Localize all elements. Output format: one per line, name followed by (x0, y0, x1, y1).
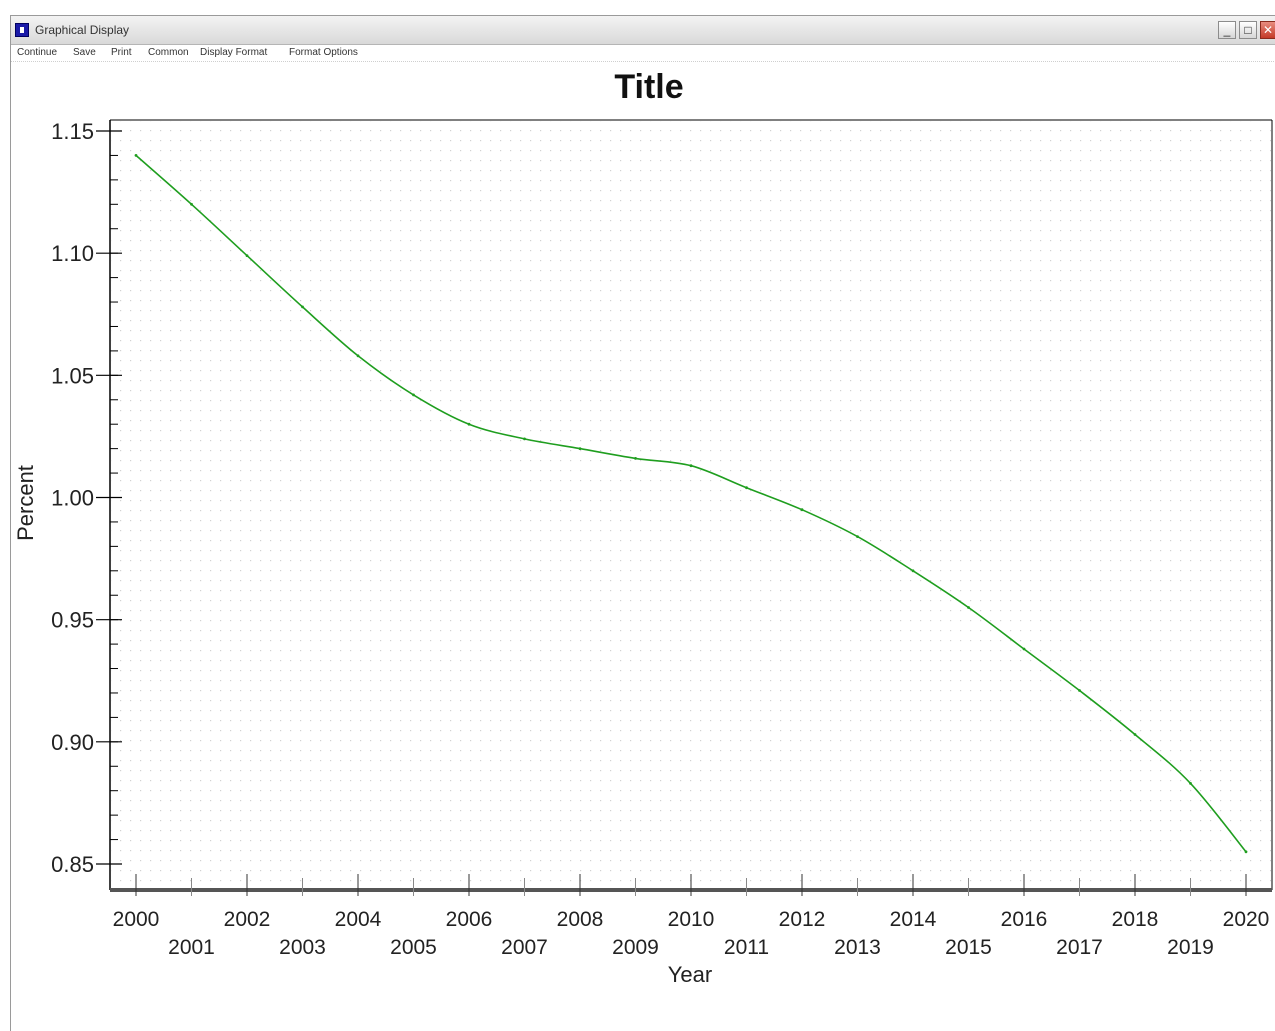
data-point (967, 606, 970, 609)
y-tick-label: 0.85 (51, 852, 94, 877)
data-point (301, 305, 304, 309)
x-tick-label-lower: 2005 (390, 936, 437, 959)
x-tick-label-upper: 2018 (1112, 908, 1159, 931)
menu-bar: Continue Save Print Common Display Forma… (11, 45, 1275, 62)
menu-common[interactable]: Common (148, 47, 189, 58)
x-tick-label-upper: 2008 (557, 908, 604, 931)
maximize-button[interactable]: □ (1239, 21, 1257, 39)
x-tick-label-lower: 2001 (168, 936, 215, 959)
data-point (190, 202, 193, 206)
x-tick-label-upper: 2020 (1223, 908, 1270, 931)
x-tick-label-lower: 2015 (945, 936, 992, 959)
x-tick-label-upper: 2002 (224, 908, 271, 931)
menu-print[interactable]: Print (111, 47, 132, 58)
data-point (634, 457, 637, 460)
x-tick-label-lower: 2011 (724, 936, 769, 959)
x-tick-label-upper: 2012 (779, 908, 826, 931)
x-tick-label-upper: 2010 (668, 908, 715, 931)
data-point (134, 154, 138, 157)
x-tick-label-lower: 2003 (279, 936, 326, 959)
data-point (745, 486, 748, 490)
menu-format-options[interactable]: Format Options (289, 47, 358, 58)
data-point (578, 447, 582, 450)
menu-save[interactable]: Save (73, 47, 96, 58)
x-tick-label-upper: 2004 (335, 908, 382, 931)
x-tick-label-lower: 2017 (1056, 936, 1103, 959)
y-tick-label: 1.10 (51, 241, 94, 266)
x-axis-label: Year (668, 962, 712, 987)
series-line-0 (135, 154, 1247, 853)
data-point (1189, 782, 1192, 785)
x-tick-label-upper: 2006 (446, 908, 493, 931)
x-tick-label-upper: 2014 (890, 908, 937, 931)
data-point (1078, 689, 1081, 692)
plot-grid (111, 121, 1271, 889)
data-point (1244, 850, 1248, 854)
window-title: Graphical Display (35, 23, 130, 37)
y-tick-label: 1.00 (51, 486, 94, 511)
close-button[interactable]: ✕ (1260, 21, 1275, 39)
y-tick-label: 1.15 (51, 119, 94, 144)
data-point (523, 437, 526, 441)
data-point (245, 254, 249, 257)
x-tick-label-lower: 2007 (501, 936, 548, 959)
app-icon (15, 23, 29, 37)
chart-title: Title (614, 68, 683, 106)
x-tick-label-upper: 2000 (113, 908, 160, 931)
y-tick-label: 0.95 (51, 608, 94, 633)
x-tick-label-lower: 2019 (1167, 936, 1214, 959)
x-tick-label-upper: 2016 (1001, 908, 1048, 931)
y-axis-label: Percent (13, 465, 38, 541)
data-point (467, 422, 471, 426)
y-tick-label: 1.05 (51, 363, 94, 388)
data-point (1133, 733, 1137, 736)
data-point (689, 464, 693, 468)
data-point (800, 508, 804, 512)
y-tick-label: 0.90 (51, 730, 94, 755)
data-point (1022, 647, 1026, 651)
minimize-button[interactable]: _ (1218, 21, 1236, 39)
menu-display-format[interactable]: Display Format (200, 47, 268, 58)
data-point (356, 354, 360, 358)
data-point (412, 393, 415, 397)
menu-continue[interactable]: Continue (17, 47, 58, 58)
data-point (856, 535, 859, 538)
x-tick-label-lower: 2009 (612, 936, 659, 959)
title-bar[interactable]: Graphical Display _ □ ✕ (11, 16, 1275, 45)
x-tick-label-lower: 2013 (834, 936, 881, 959)
data-point (911, 569, 915, 573)
